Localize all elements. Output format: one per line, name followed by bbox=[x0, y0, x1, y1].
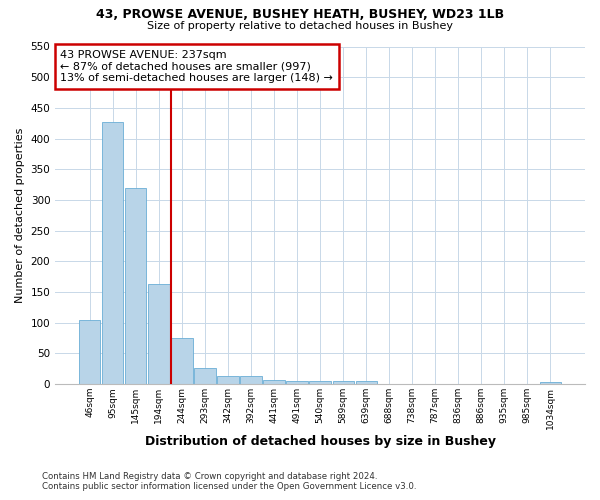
Text: 43 PROWSE AVENUE: 237sqm
← 87% of detached houses are smaller (997)
13% of semi-: 43 PROWSE AVENUE: 237sqm ← 87% of detach… bbox=[61, 50, 334, 83]
X-axis label: Distribution of detached houses by size in Bushey: Distribution of detached houses by size … bbox=[145, 434, 496, 448]
Text: 43, PROWSE AVENUE, BUSHEY HEATH, BUSHEY, WD23 1LB: 43, PROWSE AVENUE, BUSHEY HEATH, BUSHEY,… bbox=[96, 8, 504, 20]
Bar bbox=[263, 380, 284, 384]
Bar bbox=[194, 368, 215, 384]
Bar bbox=[332, 381, 353, 384]
Bar bbox=[217, 376, 239, 384]
Bar bbox=[310, 381, 331, 384]
Bar bbox=[148, 284, 170, 384]
Bar bbox=[540, 382, 561, 384]
Text: Contains HM Land Registry data © Crown copyright and database right 2024.
Contai: Contains HM Land Registry data © Crown c… bbox=[42, 472, 416, 491]
Y-axis label: Number of detached properties: Number of detached properties bbox=[15, 128, 25, 303]
Text: Size of property relative to detached houses in Bushey: Size of property relative to detached ho… bbox=[147, 21, 453, 31]
Bar bbox=[241, 376, 262, 384]
Bar bbox=[356, 381, 377, 384]
Bar bbox=[172, 338, 193, 384]
Bar bbox=[286, 381, 308, 384]
Bar bbox=[102, 122, 124, 384]
Bar bbox=[79, 320, 100, 384]
Bar bbox=[125, 188, 146, 384]
